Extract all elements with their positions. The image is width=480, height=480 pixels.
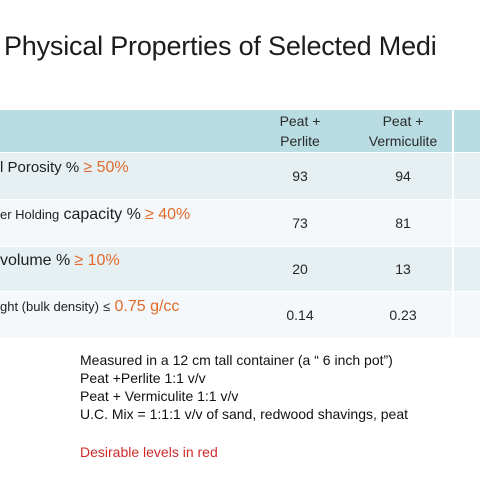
row-label-bulk-density: ght (bulk density) ≤ 0.75 g/cc (0, 291, 246, 338)
bulk-density-label-text: ght (bulk density) (0, 299, 99, 314)
porosity-target: ≥ 50% (83, 159, 129, 176)
desirable-note: Desirable levels in red (80, 444, 218, 460)
bulk-density-peat-perlite: 0.14 (246, 291, 354, 338)
note-line: U.C. Mix = 1:1:1 v/v of sand, redwood sh… (80, 406, 409, 422)
slide-title: Physical Properties of Selected Medi (4, 31, 437, 61)
air-volume-peat-perlite: 20 (246, 246, 354, 292)
header-peat-perlite: Peat + Perlite (246, 110, 354, 153)
table-row-porosity: l Porosity % ≥ 50% 93 94 (0, 152, 480, 200)
porosity-label-text: l Porosity % (0, 159, 80, 176)
header-extra-cell (452, 110, 480, 153)
header-peat-vermiculite-line2: Vermiculite (368, 133, 438, 149)
porosity-peat-vermiculite: 94 (354, 152, 453, 200)
air-volume-peat-vermiculite: 13 (354, 246, 453, 292)
header-peat-vermiculite: Peat + Vermiculite (354, 110, 453, 153)
bulk-density-symbol: ≤ (103, 299, 111, 314)
header-label-cell (0, 110, 246, 153)
row-label-water-holding: er Holding capacity % ≥ 40% (0, 199, 246, 247)
note-line: Peat + Vermiculite 1:1 v/v (80, 388, 239, 404)
note-line: Peat +Perlite 1:1 v/v (80, 370, 206, 386)
water-holding-label-b: capacity % (63, 206, 141, 223)
table-row-bulk-density: ght (bulk density) ≤ 0.75 g/cc 0.14 0.23 (0, 291, 480, 338)
water-holding-label-a: er Holding (0, 207, 60, 222)
air-volume-target: ≥ 10% (74, 252, 120, 269)
porosity-peat-perlite: 93 (246, 152, 354, 200)
bulk-density-target: 0.75 g/cc (114, 298, 180, 315)
properties-table: Peat + Perlite Peat + Vermiculite l Poro… (0, 110, 480, 338)
water-holding-peat-vermiculite: 81 (354, 199, 453, 247)
water-holding-target: ≥ 40% (144, 206, 191, 223)
notes-block: Measured in a 12 cm tall container (a “ … (80, 351, 408, 423)
air-volume-label-text: volume % (0, 252, 71, 269)
note-line: Measured in a 12 cm tall container (a “ … (80, 352, 393, 368)
header-peat-perlite-line1: Peat + (279, 113, 321, 129)
table-row-water-holding: er Holding capacity % ≥ 40% 73 81 (0, 199, 480, 247)
table-row-air-volume: volume % ≥ 10% 20 13 (0, 246, 480, 292)
table-header-row: Peat + Perlite Peat + Vermiculite (0, 110, 480, 153)
header-peat-vermiculite-line1: Peat + (382, 113, 424, 129)
row-label-porosity: l Porosity % ≥ 50% (0, 152, 246, 200)
header-peat-perlite-line2: Perlite (280, 133, 320, 149)
bulk-density-peat-vermiculite: 0.23 (354, 291, 453, 338)
row-label-air-volume: volume % ≥ 10% (0, 246, 246, 292)
water-holding-peat-perlite: 73 (246, 199, 354, 247)
